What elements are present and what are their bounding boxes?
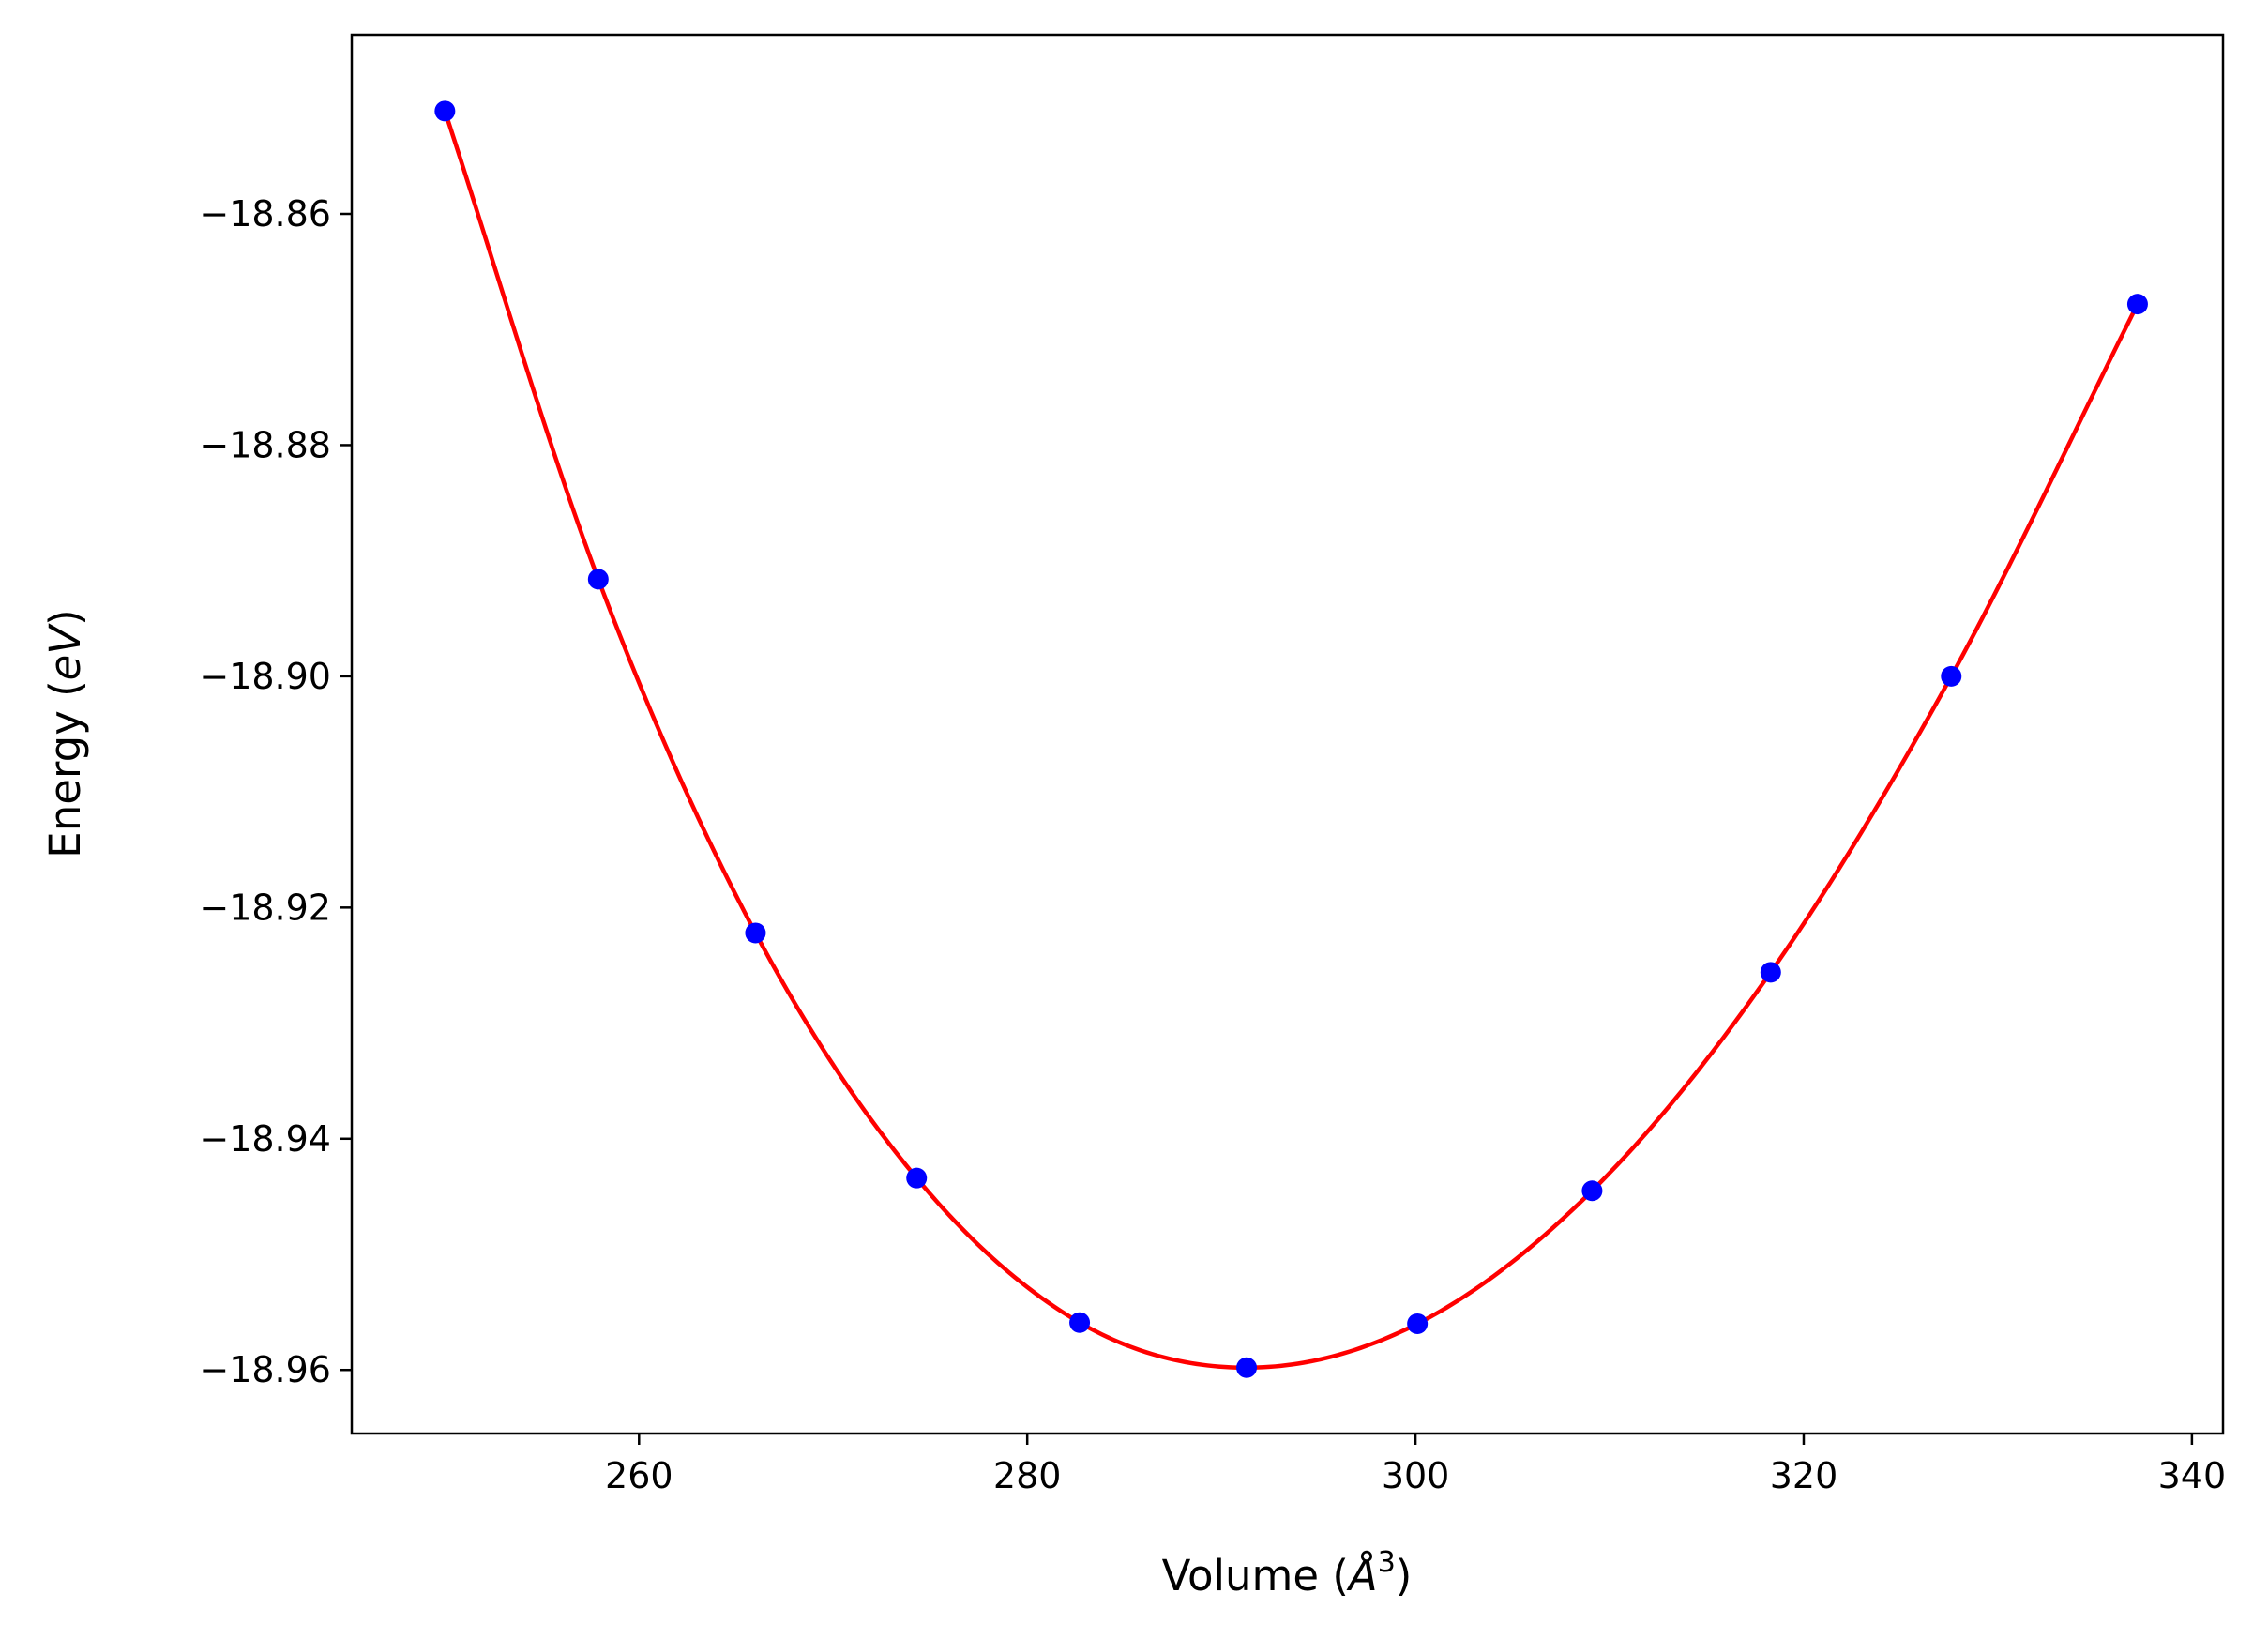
x-axis-label: Volume (Å3) (1162, 1546, 1413, 1601)
plot-frame (350, 33, 2225, 1435)
y-tick-label: −18.90 (199, 656, 331, 697)
x-tick-label: 280 (993, 1455, 1062, 1496)
y-tick-label: −18.96 (199, 1349, 331, 1390)
x-tick-label: 340 (2158, 1455, 2227, 1496)
y-tick-label: −18.92 (199, 887, 331, 928)
data-points-layer (434, 100, 2148, 1378)
x-tick-label: 320 (1770, 1455, 1838, 1496)
data-point (2126, 294, 2148, 315)
data-point (1581, 1180, 1603, 1202)
data-point (745, 922, 766, 944)
data-point (587, 569, 609, 590)
x-tick-label: 300 (1382, 1455, 1450, 1496)
data-point (1760, 962, 1781, 983)
y-tick-label: −18.86 (199, 193, 331, 235)
data-point (434, 100, 456, 122)
data-point (1069, 1312, 1091, 1333)
y-tick-label: −18.94 (199, 1118, 331, 1160)
data-point (1236, 1357, 1258, 1378)
x-axis-ticks: 260 280 300 320 340 (605, 1434, 2226, 1496)
y-axis-ticks: −18.86 −18.88 −18.90 −18.92 −18.94 −18.96 (199, 193, 352, 1390)
x-tick-label: 260 (605, 1455, 673, 1496)
data-point (906, 1167, 928, 1189)
y-tick-label: −18.88 (199, 424, 331, 465)
y-axis-label: Energy (eV) (40, 609, 90, 857)
data-point (1941, 665, 1962, 687)
data-point (1407, 1313, 1429, 1334)
